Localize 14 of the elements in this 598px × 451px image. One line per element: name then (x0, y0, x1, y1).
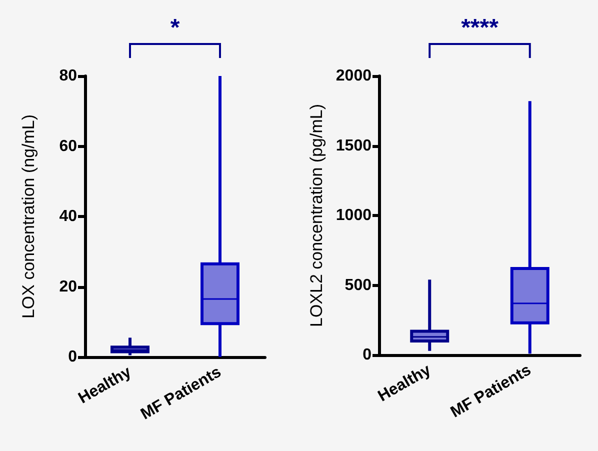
y-tick-label: 1000 (336, 207, 372, 224)
y-axis-title: LOX concentration (ng/mL) (19, 114, 38, 319)
text: * (170, 14, 180, 42)
y-tick-label: 60 (59, 138, 78, 155)
y-tick-label: 0 (68, 348, 78, 366)
text: **** (461, 14, 500, 42)
y-tick-label: 1500 (336, 137, 372, 154)
y-tick-label: 500 (344, 276, 372, 294)
y-tick-label: 80 (59, 68, 78, 84)
y-axis-title: LOXL2 concentration (pg/mL) (307, 104, 326, 328)
y-tick-label: 40 (59, 208, 78, 225)
y-tick-label: 0 (362, 346, 372, 364)
y-tick-label: 2000 (336, 68, 372, 84)
y-tick-label: 20 (59, 278, 78, 296)
